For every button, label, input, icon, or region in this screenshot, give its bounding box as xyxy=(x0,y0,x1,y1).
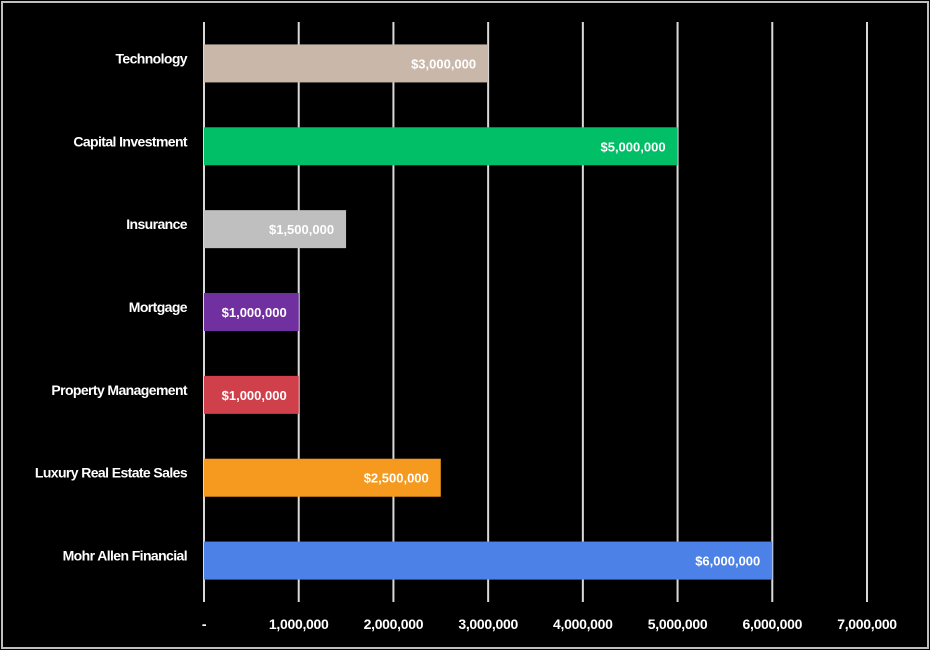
category-label: Insurance xyxy=(126,216,188,232)
x-tick-label: 5,000,000 xyxy=(648,616,708,632)
gridlines xyxy=(203,22,868,602)
x-tick-label: 1,000,000 xyxy=(269,616,329,632)
bar xyxy=(204,127,678,166)
x-tick-label: 6,000,000 xyxy=(742,616,802,632)
data-label: $1,000,000 xyxy=(222,388,287,403)
category-label: Luxury Real Estate Sales xyxy=(35,465,188,481)
category-labels: Technology Capital Investment Insurance Mor… xyxy=(35,50,189,564)
x-tick-label: 4,000,000 xyxy=(553,616,613,632)
bar xyxy=(204,293,299,331)
data-label: $6,000,000 xyxy=(695,554,760,569)
data-label: $1,500,000 xyxy=(269,222,334,237)
x-tick-label: 7,000,000 xyxy=(837,616,897,632)
data-label: $1,000,000 xyxy=(222,305,287,320)
category-label: Technology xyxy=(115,50,187,66)
bar xyxy=(204,541,773,580)
bar xyxy=(204,44,489,83)
data-label: $5,000,000 xyxy=(600,139,665,154)
category-label: Mohr Allen Financial xyxy=(63,548,187,564)
category-label: Capital Investment xyxy=(73,133,188,149)
category-label: Mortgage xyxy=(129,299,188,315)
x-axis-tick-labels: - 1,000,000 2,000,000 3,000,000 4,000,000 5,0… xyxy=(202,616,898,632)
bars: $3,000,000 $5,000,000 $1,500,000 $1,000,000… xyxy=(204,44,773,580)
bar xyxy=(204,210,347,249)
x-tick-label: - xyxy=(202,616,207,632)
x-tick-label: 3,000,000 xyxy=(458,616,518,632)
category-label: Property Management xyxy=(51,382,188,398)
data-label: $2,500,000 xyxy=(364,471,429,486)
bar xyxy=(204,458,441,497)
bar xyxy=(204,375,299,414)
x-tick-label: 2,000,000 xyxy=(364,616,424,632)
data-label: $3,000,000 xyxy=(411,56,476,71)
